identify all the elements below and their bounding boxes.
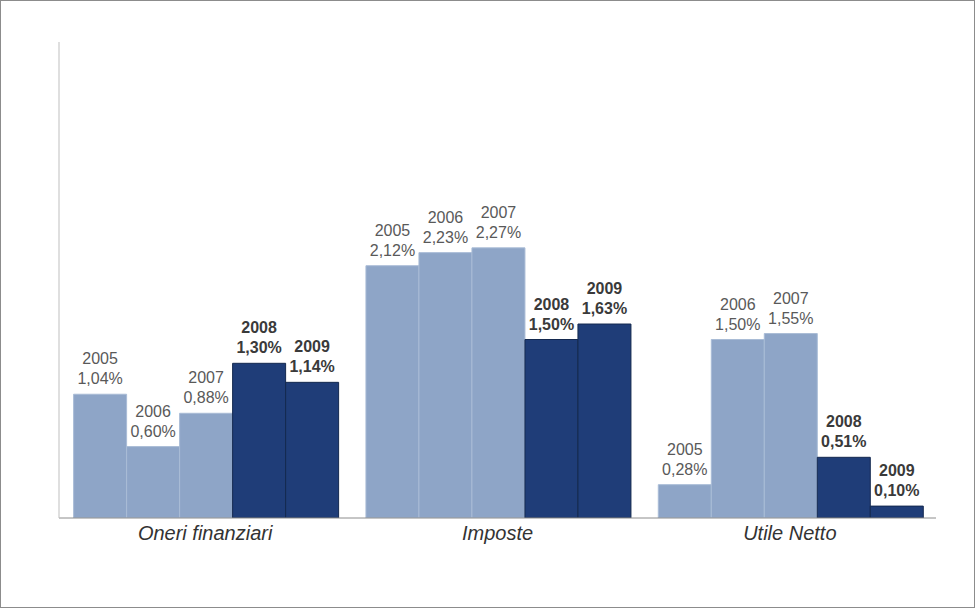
svg-text:Utile Netto: Utile Netto — [743, 522, 836, 544]
svg-text:20081,30%: 20081,30% — [236, 319, 281, 356]
svg-text:20080,51%: 20080,51% — [821, 413, 866, 450]
svg-text:20051,04%: 20051,04% — [77, 350, 122, 387]
svg-text:20050,28%: 20050,28% — [662, 441, 707, 478]
svg-text:20060,60%: 20060,60% — [130, 403, 175, 440]
svg-text:20071,55%: 20071,55% — [768, 290, 813, 327]
svg-text:20090,10%: 20090,10% — [874, 462, 919, 499]
svg-text:20062,23%: 20062,23% — [423, 209, 468, 246]
svg-text:20081,50%: 20081,50% — [529, 296, 574, 333]
svg-text:20070,88%: 20070,88% — [183, 369, 228, 406]
svg-text:20091,63%: 20091,63% — [582, 280, 627, 317]
svg-text:20072,27%: 20072,27% — [476, 204, 521, 241]
svg-text:20061,50%: 20061,50% — [715, 296, 760, 333]
svg-text:20052,12%: 20052,12% — [370, 222, 415, 259]
svg-text:Oneri finanziari: Oneri finanziari — [138, 522, 273, 544]
svg-text:20091,14%: 20091,14% — [289, 338, 334, 375]
svg-text:Imposte: Imposte — [462, 522, 533, 544]
